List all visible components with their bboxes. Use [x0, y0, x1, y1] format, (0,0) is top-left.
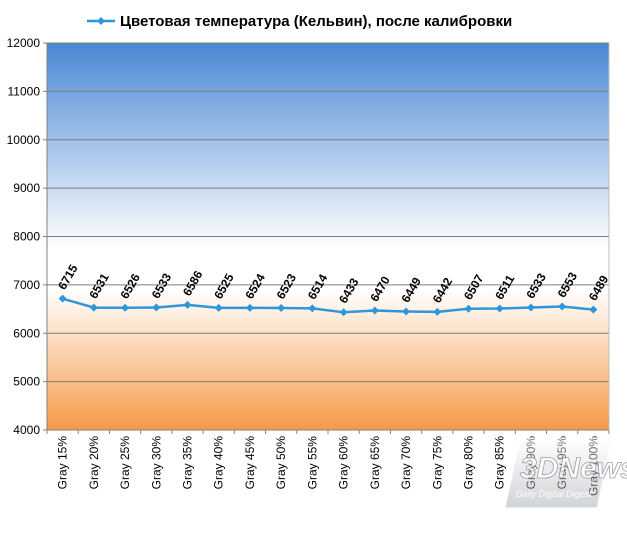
data-point	[402, 307, 411, 316]
data-point	[58, 294, 67, 303]
watermark-logo: 3DNews Daily Digital Digest	[504, 437, 627, 509]
series-line	[62, 297, 594, 314]
data-point	[245, 303, 254, 312]
y-tick-label: 7000	[13, 278, 40, 292]
data-point	[152, 303, 161, 312]
y-tick-label: 12000	[7, 36, 41, 50]
legend-label: Цветовая температура (Кельвин), после ка…	[120, 13, 512, 30]
y-tick-label: 4000	[13, 423, 40, 437]
data-point	[277, 303, 286, 312]
watermark-logo-text: 3DNews	[520, 452, 627, 485]
legend: Цветовая температура (Кельвин), после ка…	[87, 13, 512, 30]
x-tick-label: Gray 70%	[399, 436, 413, 490]
x-tick-label: Gray 65%	[368, 436, 382, 490]
data-point	[214, 303, 223, 312]
x-tick-label: Gray 35%	[181, 436, 195, 490]
data-point	[464, 304, 473, 313]
data-point	[183, 300, 192, 309]
data-point	[526, 303, 535, 312]
y-tick-label: 10000	[7, 133, 41, 147]
x-tick-label: Gray 60%	[337, 436, 351, 490]
data-point	[89, 303, 98, 312]
y-tick-label: 8000	[13, 230, 40, 244]
watermark-badge	[504, 437, 613, 509]
data-point	[433, 307, 442, 316]
x-tick-label: Gray 55%	[305, 436, 319, 490]
y-tick-label: 11000	[8, 84, 41, 98]
y-tick-label: 5000	[13, 375, 40, 389]
x-tick-label: Gray 20%	[87, 436, 101, 490]
x-tick-label: Gray 85%	[493, 436, 507, 490]
data-point	[370, 306, 379, 315]
y-tick-label: 9000	[13, 181, 40, 195]
x-tick-label: Gray 15%	[56, 436, 70, 490]
x-tick-label: Gray 40%	[212, 436, 226, 490]
x-tick-label: Gray 45%	[243, 436, 257, 490]
data-point	[495, 304, 504, 313]
x-tick-label: Gray 75%	[430, 436, 444, 490]
data-point	[339, 308, 348, 317]
x-tick-label: Gray 25%	[118, 436, 132, 490]
x-tick-label: Gray 50%	[274, 436, 288, 490]
watermark-tagline: Daily Digital Digest	[516, 489, 592, 499]
y-tick-label: 6000	[13, 326, 40, 340]
data-point	[121, 303, 130, 312]
data-point	[558, 302, 567, 311]
x-tick-label: Gray 80%	[462, 436, 476, 490]
legend-marker	[97, 17, 105, 25]
data-point	[589, 305, 598, 314]
data-point	[308, 304, 317, 313]
x-tick-label: Gray 30%	[149, 436, 163, 490]
